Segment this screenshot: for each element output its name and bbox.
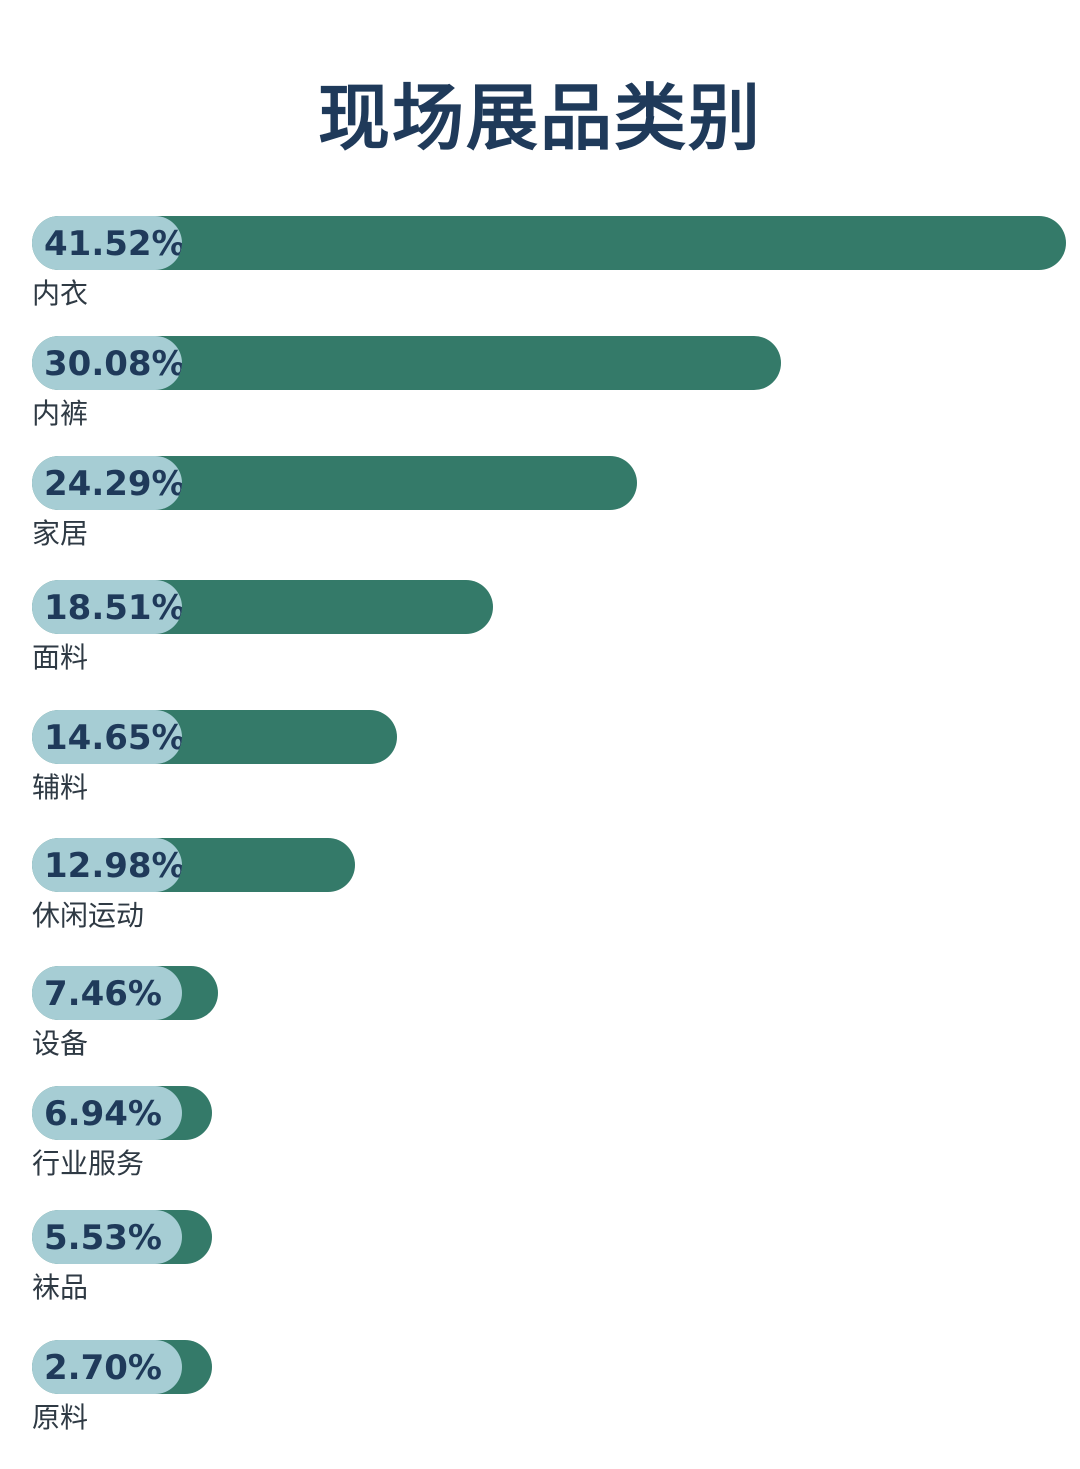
category-label: 内衣: [32, 277, 89, 310]
bar-row: 18.51% 面料: [0, 580, 1080, 690]
bar-row: 6.94% 行业服务: [0, 1086, 1080, 1196]
value-label: 12.98%: [32, 838, 182, 892]
category-label: 休闲运动: [32, 899, 145, 932]
bar: [32, 216, 1066, 270]
bar-row: 41.52% 内衣: [0, 216, 1080, 326]
bar-row: 30.08% 内裤: [0, 336, 1080, 446]
bar-row: 14.65% 辅料: [0, 710, 1080, 820]
category-label: 设备: [32, 1027, 89, 1060]
bar-row: 24.29% 家居: [0, 456, 1080, 566]
category-label: 袜品: [32, 1271, 89, 1304]
value-label: 6.94%: [32, 1086, 182, 1140]
bar-row: 2.70% 原料: [0, 1340, 1080, 1450]
value-label: 41.52%: [32, 216, 182, 270]
category-label: 辅料: [32, 771, 89, 804]
category-label: 原料: [32, 1401, 89, 1434]
category-label: 面料: [32, 641, 89, 674]
value-label: 30.08%: [32, 336, 182, 390]
value-label: 5.53%: [32, 1210, 182, 1264]
category-label: 行业服务: [32, 1147, 145, 1180]
value-label: 7.46%: [32, 966, 182, 1020]
category-label: 家居: [32, 517, 89, 550]
category-label: 内裤: [32, 397, 89, 430]
bar-row: 5.53% 袜品: [0, 1210, 1080, 1320]
value-label: 2.70%: [32, 1340, 182, 1394]
bar-row: 7.46% 设备: [0, 966, 1080, 1076]
bar-row: 12.98% 休闲运动: [0, 838, 1080, 948]
value-label: 14.65%: [32, 710, 182, 764]
value-label: 18.51%: [32, 580, 182, 634]
value-label: 24.29%: [32, 456, 182, 510]
chart-title: 现场展品类别: [317, 76, 762, 160]
